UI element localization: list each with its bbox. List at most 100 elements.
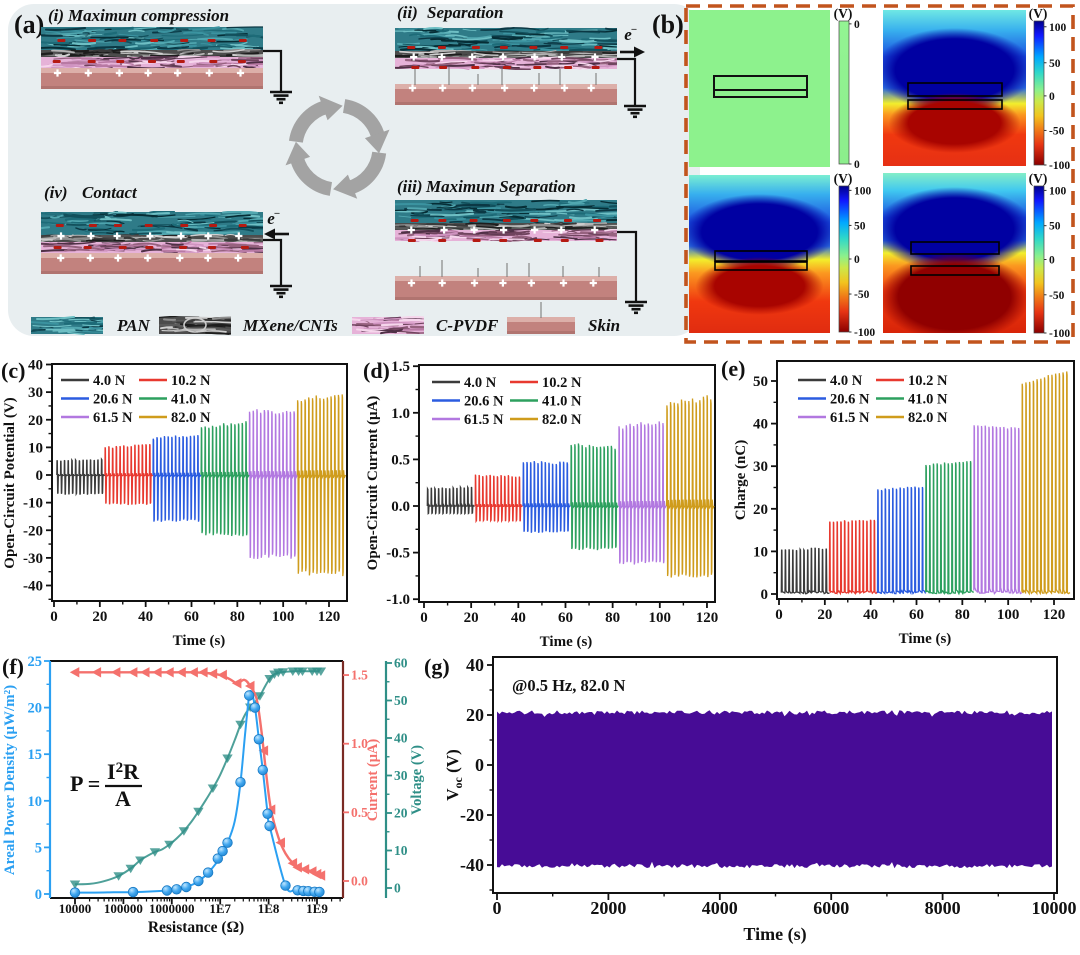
svg-text:40: 40 [394, 731, 408, 746]
svg-text:4.0 N: 4.0 N [830, 373, 863, 389]
svg-text:0: 0 [761, 587, 769, 603]
svg-text:A: A [115, 786, 131, 811]
svg-text:Separation: Separation [427, 3, 504, 22]
svg-text:100: 100 [272, 609, 295, 625]
svg-text:Open-Circuit Potential (V): Open-Circuit Potential (V) [2, 397, 18, 568]
svg-text:-50: -50 [854, 289, 870, 301]
svg-text:e: e [624, 25, 632, 44]
svg-text:-100: -100 [854, 327, 875, 339]
svg-text:@0.5 Hz, 82.0 N: @0.5 Hz, 82.0 N [512, 676, 626, 695]
svg-text:(V): (V) [834, 6, 853, 21]
svg-text:50: 50 [1049, 58, 1061, 70]
svg-text:0: 0 [475, 755, 484, 775]
svg-text:100: 100 [997, 607, 1020, 623]
svg-text:61.5 N: 61.5 N [464, 412, 504, 428]
svg-text:(d): (d) [363, 358, 390, 383]
svg-text:-40: -40 [460, 855, 484, 875]
svg-text:(i): (i) [48, 6, 64, 25]
svg-text:30: 30 [753, 459, 768, 475]
svg-text:Time (s): Time (s) [743, 924, 806, 945]
svg-text:Open-Circuit Current (μA): Open-Circuit Current (μA) [365, 396, 381, 571]
svg-text:100: 100 [1049, 22, 1067, 34]
svg-text:0.5: 0.5 [391, 452, 410, 468]
svg-text:1000000: 1000000 [149, 901, 195, 916]
svg-text:(iii): (iii) [397, 177, 423, 196]
svg-text:80: 80 [955, 607, 970, 623]
svg-text:60: 60 [558, 610, 573, 626]
svg-text:Contact: Contact [82, 183, 138, 202]
svg-text:15: 15 [28, 747, 43, 763]
svg-text:4.0 N: 4.0 N [93, 373, 126, 389]
svg-text:50: 50 [1049, 221, 1061, 233]
svg-text:(c): (c) [1, 358, 25, 383]
svg-text:10.2 N: 10.2 N [908, 373, 948, 389]
svg-text:5: 5 [35, 840, 42, 856]
svg-text:10.2 N: 10.2 N [542, 375, 582, 391]
svg-text:82.0 N: 82.0 N [171, 410, 211, 426]
svg-text:100: 100 [854, 185, 872, 197]
svg-text:Voc (V): Voc (V) [443, 749, 465, 800]
svg-text:25: 25 [28, 654, 43, 670]
svg-text:Current (μA): Current (μA) [365, 739, 381, 822]
svg-text:-40: -40 [23, 579, 43, 595]
svg-text:20: 20 [817, 607, 832, 623]
svg-text:(g): (g) [424, 654, 450, 679]
svg-text:10: 10 [28, 794, 43, 810]
svg-text:C-PVDF: C-PVDF [436, 316, 499, 335]
svg-text:(iv): (iv) [44, 183, 68, 202]
svg-text:20: 20 [466, 705, 484, 725]
svg-text:50: 50 [753, 374, 768, 390]
svg-text:P =: P = [70, 771, 100, 796]
svg-text:Time (s): Time (s) [899, 631, 952, 647]
svg-text:10000: 10000 [1032, 898, 1077, 918]
svg-text:20.6 N: 20.6 N [93, 392, 133, 408]
svg-text:(V): (V) [1029, 171, 1048, 186]
svg-text:-1.0: -1.0 [386, 592, 410, 608]
svg-text:(e): (e) [721, 356, 745, 381]
svg-text:–: – [274, 208, 281, 219]
svg-text:-0.5: -0.5 [386, 546, 410, 562]
svg-text:Time (s): Time (s) [540, 634, 593, 650]
svg-text:50: 50 [854, 220, 866, 232]
svg-text:Areal Power Density (μW/m²): Areal Power Density (μW/m²) [2, 685, 18, 875]
svg-text:10: 10 [28, 440, 43, 456]
svg-text:Charge (nC): Charge (nC) [733, 440, 749, 520]
svg-text:40: 40 [511, 610, 526, 626]
svg-text:60: 60 [909, 607, 924, 623]
svg-text:10: 10 [753, 544, 768, 560]
svg-text:PAN: PAN [116, 316, 150, 335]
svg-text:0: 0 [775, 607, 783, 623]
svg-text:-20: -20 [23, 523, 43, 539]
svg-text:100: 100 [1049, 185, 1067, 197]
svg-text:0.0: 0.0 [391, 499, 410, 515]
svg-text:61.5 N: 61.5 N [830, 410, 870, 426]
svg-text:–: – [631, 24, 638, 35]
svg-text:10: 10 [394, 843, 408, 858]
svg-text:e: e [267, 209, 275, 228]
svg-text:20: 20 [753, 502, 768, 518]
svg-text:4.0 N: 4.0 N [464, 375, 497, 391]
svg-text:1E8: 1E8 [258, 901, 280, 916]
svg-text:30: 30 [394, 768, 408, 783]
svg-text:-50: -50 [1049, 290, 1065, 302]
svg-text:10000: 10000 [59, 901, 92, 916]
svg-text:-100: -100 [1049, 160, 1070, 172]
svg-text:61.5 N: 61.5 N [93, 410, 133, 426]
svg-text:0: 0 [36, 468, 44, 484]
svg-text:-100: -100 [1049, 328, 1070, 340]
svg-text:I2R: I2R [107, 759, 140, 784]
svg-text:(a): (a) [14, 10, 44, 39]
svg-text:41.0 N: 41.0 N [171, 392, 211, 408]
svg-text:20: 20 [464, 610, 479, 626]
svg-text:1.5: 1.5 [351, 668, 368, 683]
svg-text:60: 60 [184, 609, 199, 625]
svg-text:0: 0 [854, 159, 860, 171]
svg-text:0: 0 [854, 254, 860, 266]
svg-text:Resistance (Ω): Resistance (Ω) [148, 919, 244, 936]
svg-text:80: 80 [230, 609, 245, 625]
svg-text:MXene/CNTs: MXene/CNTs [242, 316, 338, 335]
svg-text:41.0 N: 41.0 N [908, 392, 948, 408]
svg-text:0.5: 0.5 [351, 805, 368, 820]
svg-text:(f): (f) [2, 654, 24, 679]
svg-text:0: 0 [35, 887, 42, 903]
